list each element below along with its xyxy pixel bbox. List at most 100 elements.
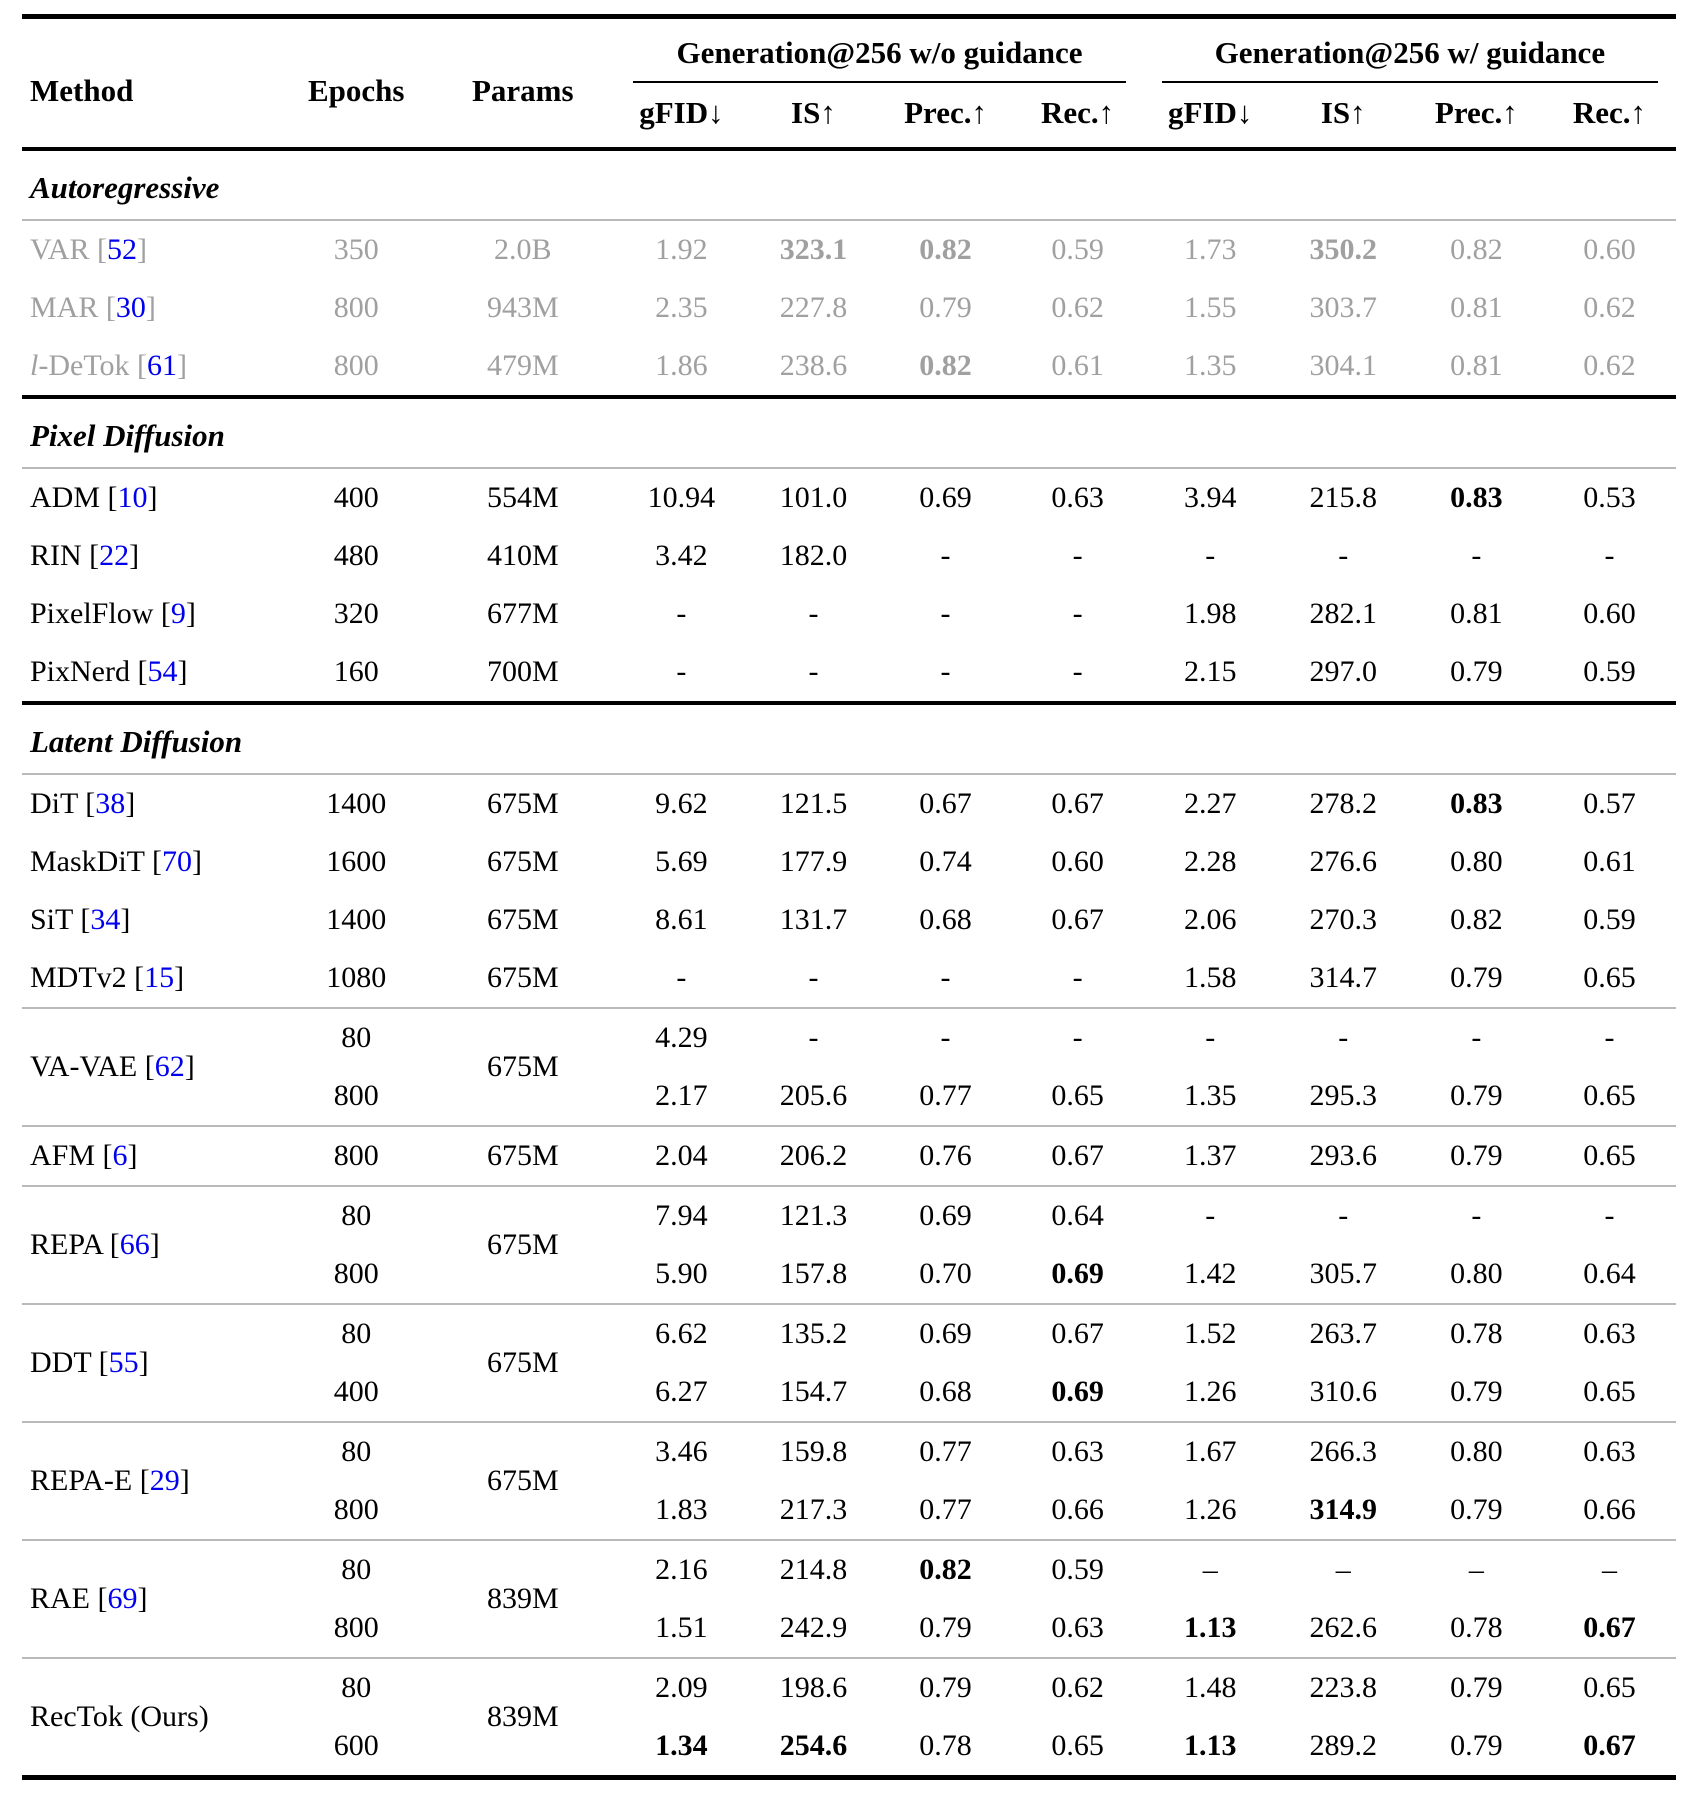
metric-cell: – (1335, 1553, 1351, 1586)
table-header: Method Epochs Params Generation@256 w/o … (22, 16, 1676, 149)
citation-link[interactable]: 52 (106, 233, 137, 266)
metric-cell: 2.28 (1183, 845, 1237, 878)
metric-cell: 0.69 (919, 1317, 972, 1350)
citation-link[interactable]: 34 (90, 903, 121, 936)
metric-cell: 0.70 (919, 1257, 972, 1290)
params-cell: 675M (486, 1464, 559, 1497)
method-name: PixNerd (30, 655, 130, 688)
metric-cell: 1.13 (1183, 1611, 1237, 1644)
metric-cell: 121.5 (779, 787, 848, 820)
params-cell: 675M (486, 1228, 559, 1261)
metric-cell: 350.2 (1309, 233, 1378, 266)
params-cell: 675M (486, 1050, 559, 1083)
metric-cell: 314.9 (1309, 1493, 1378, 1526)
metric-cell: 293.6 (1309, 1139, 1378, 1172)
method-cell: ADM [10] (30, 481, 158, 514)
citation-link[interactable]: 70 (161, 845, 192, 878)
metric-cell: - (1205, 1199, 1216, 1232)
epochs-cell: 80 (341, 1671, 372, 1704)
metric-cell: 1.26 (1183, 1375, 1237, 1408)
metric-cell: 0.68 (919, 1375, 972, 1408)
citation-link[interactable]: 55 (108, 1346, 139, 1379)
method-cell: DDT [55] (30, 1346, 149, 1379)
epochs-cell: 800 (333, 1079, 379, 1112)
metric-cell: 0.80 (1450, 1435, 1503, 1468)
metric-cell: - (1604, 1199, 1615, 1232)
metric-cell: - (940, 655, 951, 688)
metric-cell: 1.83 (655, 1493, 708, 1526)
metric-cell: 1.92 (655, 233, 708, 266)
citation-link[interactable]: 29 (149, 1464, 180, 1497)
metric-cell: 238.6 (779, 349, 848, 382)
metric-cell: 0.82 (1450, 903, 1503, 936)
table-row: VA-VAE [62] 80 675M 4.29 - - - - - - - (22, 1008, 1676, 1083)
metric-cell: 2.09 (655, 1671, 708, 1704)
metric-cell: 205.6 (779, 1079, 848, 1112)
method-cell: MDTv2 [15] (30, 961, 185, 994)
metric-cell: 0.59 (1583, 655, 1636, 688)
group-label-with-guidance: Generation@256 w/ guidance (1161, 35, 1658, 83)
col-group-without-guidance: Generation@256 w/o guidance (615, 17, 1143, 83)
metric-cell: 0.65 (1051, 1729, 1104, 1762)
citation-link[interactable]: 10 (117, 481, 148, 514)
metric-cell: - (1471, 539, 1482, 572)
params-cell: 2.0B (494, 233, 552, 266)
metric-cell: 0.62 (1051, 291, 1104, 324)
epochs-cell: 800 (333, 1611, 379, 1644)
metric-cell: - (940, 597, 951, 630)
table-row: MDTv2 [15] 1080 675M - - - - 1.58 314.7 0.79 0.65 (22, 949, 1676, 1008)
params-cell: 675M (486, 845, 559, 878)
epochs-cell: 80 (341, 1553, 372, 1586)
metric-cell: - (1471, 1199, 1482, 1232)
metric-cell: 0.69 (1051, 1375, 1104, 1408)
metric-cell: - (1072, 1021, 1083, 1054)
metric-cell: 0.65 (1583, 1079, 1636, 1112)
metric-cell: 0.53 (1583, 481, 1636, 514)
citation-link[interactable]: 62 (154, 1050, 185, 1083)
citation-link[interactable]: 15 (144, 961, 175, 994)
method-name: MAR (30, 291, 99, 324)
metric-cell: 206.2 (779, 1139, 848, 1172)
citation-link[interactable]: 66 (119, 1228, 150, 1261)
metric-cell: 1.35 (1183, 349, 1237, 382)
method-cell: MaskDiT [70] (30, 845, 202, 878)
metric-cell: 215.8 (1309, 481, 1378, 514)
citation-link[interactable]: 54 (147, 655, 178, 688)
section-row: Latent Diffusion (22, 703, 1676, 774)
metric-cell: - (1072, 655, 1083, 688)
epochs-cell: 800 (333, 1493, 379, 1526)
metric-cell: 10.94 (647, 481, 716, 514)
metric-cell: 1.37 (1183, 1139, 1237, 1172)
table-row: VAR [52] 350 2.0B 1.92 323.1 0.82 0.59 1.73 350.… (22, 220, 1676, 279)
table-row: 800 2.17 205.6 0.77 0.65 1.35 295.3 0.79 0.65 (22, 1067, 1676, 1126)
citation-link[interactable]: 9 (170, 597, 186, 630)
citation-link[interactable]: 6 (112, 1139, 128, 1172)
epochs-cell: 350 (333, 233, 379, 266)
metric-cell: 9.62 (655, 787, 708, 820)
metric-cell: 0.62 (1583, 291, 1636, 324)
citation-link[interactable]: 38 (95, 787, 126, 820)
col-header-is-wo: IS↑ (791, 95, 836, 130)
metric-cell: 303.7 (1309, 291, 1378, 324)
metric-cell: 0.81 (1450, 597, 1503, 630)
method-cell: RAE [69] (30, 1582, 148, 1615)
citation-link[interactable]: 61 (147, 349, 178, 382)
metric-cell: - (808, 597, 819, 630)
metric-cell: 0.65 (1583, 1375, 1636, 1408)
citation-link[interactable]: 69 (107, 1582, 138, 1615)
citation-link[interactable]: 30 (115, 291, 146, 324)
metric-cell: 0.67 (1051, 1139, 1104, 1172)
epochs-cell: 800 (333, 291, 379, 324)
method-name: DiT (30, 787, 78, 820)
metric-cell: 0.60 (1583, 233, 1636, 266)
metric-cell: 157.8 (779, 1257, 848, 1290)
table-row: PixelFlow [9] 320 677M - - - - 1.98 282.1 0.81 0.6… (22, 585, 1676, 643)
metric-cell: 0.66 (1051, 1493, 1104, 1526)
metric-cell: 304.1 (1309, 349, 1378, 382)
metric-cell: 121.3 (779, 1199, 848, 1232)
metric-cell: 3.42 (655, 539, 708, 572)
citation-link[interactable]: 22 (99, 539, 130, 572)
metric-cell: 0.62 (1051, 1671, 1104, 1704)
section-row: Pixel Diffusion (22, 397, 1676, 468)
